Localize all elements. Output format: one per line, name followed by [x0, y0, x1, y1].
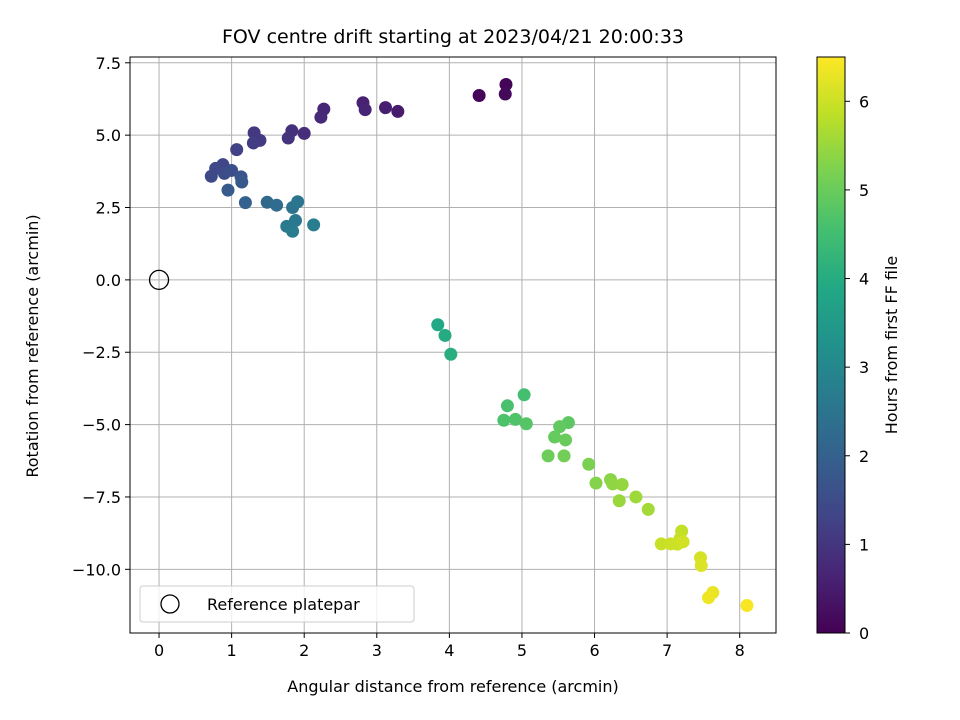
y-tick-label: 2.5 [96, 199, 121, 218]
legend-entry-reference: Reference platepar [207, 595, 360, 614]
data-point [378, 101, 392, 115]
data-point [431, 318, 445, 332]
plot-frame [129, 56, 777, 634]
colorbar-tick-label: 1 [859, 535, 869, 554]
data-point [235, 175, 249, 189]
data-point [314, 110, 328, 124]
data-point [582, 457, 596, 471]
y-tick-label: −10.0 [72, 560, 121, 579]
colorbar-tick-label: 2 [859, 447, 869, 466]
data-point [307, 218, 321, 232]
x-tick-label: 5 [517, 641, 527, 660]
data-point [740, 599, 754, 613]
legend-reference-marker [160, 594, 180, 614]
data-point [498, 87, 512, 101]
data-point [204, 169, 218, 183]
data-point [701, 591, 715, 605]
x-axis-label: Angular distance from reference (arcmin) [287, 677, 618, 696]
data-point [615, 478, 629, 492]
colorbar-tick-label: 5 [859, 181, 869, 200]
x-tick-label: 0 [154, 641, 164, 660]
data-point [694, 559, 708, 573]
colorbar: 0 1 2 3 4 5 6 Hours from first FF file [816, 56, 901, 643]
data-point [612, 494, 626, 508]
data-point [654, 537, 668, 551]
data-point [606, 477, 620, 491]
x-tick-label: 4 [444, 641, 454, 660]
data-point [297, 126, 311, 140]
data-point [438, 328, 452, 342]
legend-box [139, 585, 415, 623]
chart-title: FOV centre drift starting at 2023/04/21 … [222, 26, 684, 48]
data-point [508, 412, 522, 426]
data-point [358, 103, 372, 117]
y-ticks: 7.5 5.0 2.5 0.0 −2.5 −5.0 −7.5 −10.0 [72, 54, 130, 579]
x-tick-label: 1 [227, 641, 237, 660]
data-point [557, 449, 571, 463]
y-tick-label: 0.0 [96, 271, 121, 290]
x-tick-label: 6 [589, 641, 599, 660]
data-point [548, 430, 562, 444]
data-point [238, 196, 252, 210]
x-ticks: 0 1 2 3 4 5 6 7 8 [154, 633, 745, 660]
y-tick-label: 7.5 [96, 54, 121, 73]
colorbar-tick-label: 4 [859, 270, 869, 289]
y-tick-label: −2.5 [82, 343, 121, 362]
data-point [225, 163, 239, 177]
data-point [517, 388, 531, 402]
data-point [500, 399, 514, 413]
reference-platepar-marker [148, 269, 170, 291]
data-point [553, 420, 567, 434]
data-point [230, 143, 244, 157]
x-tick-label: 7 [662, 641, 672, 660]
data-point [444, 347, 458, 361]
y-tick-label: −7.5 [82, 488, 121, 507]
data-point [221, 183, 235, 197]
scatter-points [204, 77, 754, 613]
data-point [541, 449, 555, 463]
x-tick-label: 2 [299, 641, 309, 660]
data-point [559, 433, 573, 447]
data-point [589, 476, 603, 490]
data-point [286, 224, 300, 238]
reference-marker-layer [148, 269, 170, 291]
x-tick-label: 3 [372, 641, 382, 660]
data-point [270, 198, 284, 212]
data-point [641, 502, 655, 516]
y-tick-label: 5.0 [96, 126, 121, 145]
y-axis-label: Rotation from reference (arcmin) [23, 214, 42, 477]
data-point [629, 490, 643, 504]
data-point [281, 131, 295, 145]
colorbar-ticks: 0 1 2 3 4 5 6 [845, 92, 869, 643]
legend: Reference platepar [139, 585, 415, 623]
data-point [499, 77, 513, 91]
data-point [391, 104, 405, 118]
data-point [497, 413, 511, 427]
data-point [291, 195, 305, 209]
data-point [246, 136, 260, 150]
colorbar-label: Hours from first FF file [882, 256, 901, 435]
colorbar-gradient [816, 56, 846, 634]
colorbar-tick-label: 6 [859, 92, 869, 111]
data-point [519, 417, 533, 431]
data-point [472, 88, 486, 102]
y-tick-label: −5.0 [82, 416, 121, 435]
data-point [676, 535, 690, 549]
x-tick-label: 8 [735, 641, 745, 660]
colorbar-tick-label: 0 [859, 624, 869, 643]
colorbar-tick-label: 3 [859, 358, 869, 377]
